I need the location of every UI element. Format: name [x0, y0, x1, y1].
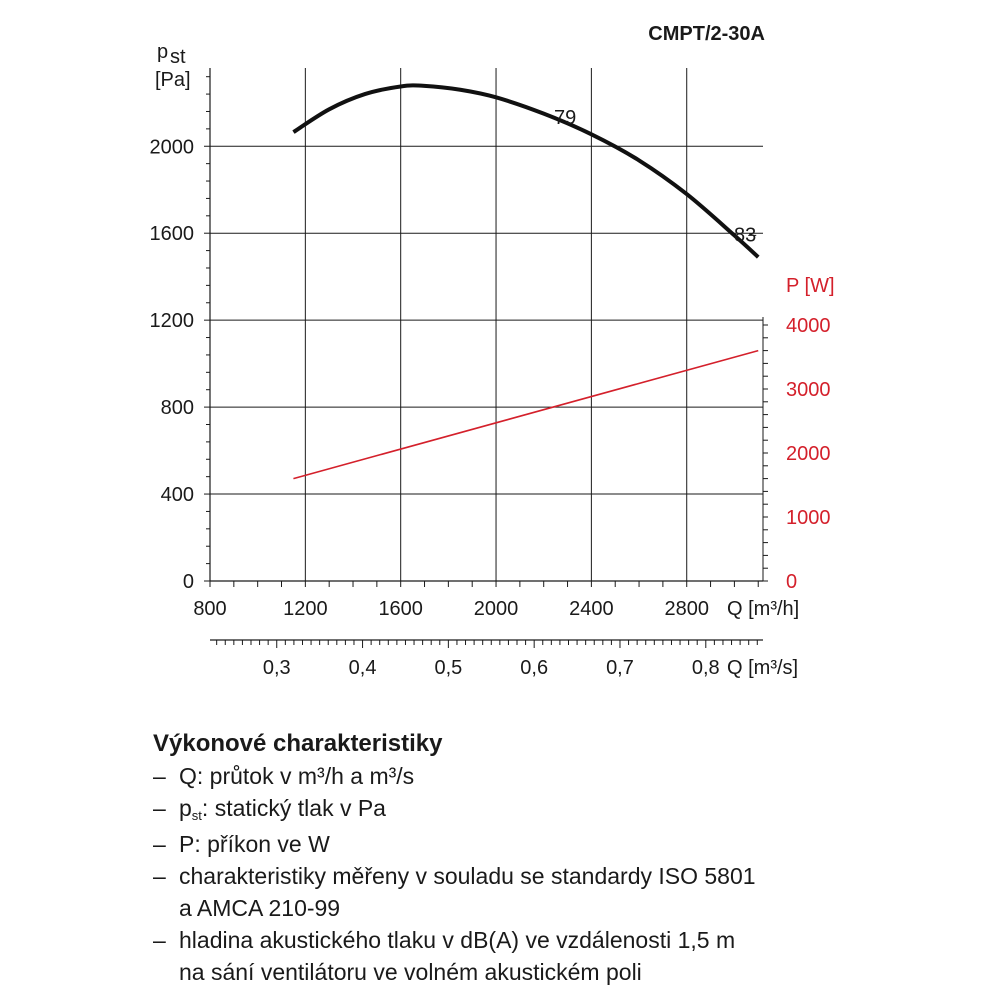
y2-tick-label: 3000	[786, 379, 831, 401]
pst-subscript: st	[191, 808, 202, 823]
x2-axis-label: Q [m³/s]	[727, 657, 798, 679]
dash: –	[153, 927, 166, 953]
note-noise-text: hladina akustického tlaku v dB(A) ve vzd…	[179, 924, 735, 988]
y-axis-label: p	[157, 41, 168, 63]
labels: 0 400 800 1200 1600 2000 800 1200 1600 2000 2400 28…	[150, 23, 835, 679]
x-tick-label: 2400	[569, 598, 614, 620]
dash: –	[153, 863, 166, 889]
y2-tick-label: 4000	[786, 315, 831, 337]
x-tick-label: 1200	[283, 598, 328, 620]
x2-tick-label: 0,4	[349, 657, 377, 679]
performance-chart: 0 400 800 1200 1600 2000 800 1200 1600 2000 2400 28…	[150, 23, 835, 679]
notes-block: Výkonové charakteristiky – Q: průtok v m…	[153, 728, 973, 988]
note-noise: – hladina akustického tlaku v dB(A) ve v…	[153, 924, 973, 988]
note-pst: – pst: statický tlak v Pa	[153, 792, 973, 828]
grid-lines	[210, 68, 763, 581]
y-axis-label-sub: st	[170, 46, 186, 68]
note-pst-text: pst: statický tlak v Pa	[179, 792, 386, 828]
y-axis-unit: [Pa]	[155, 69, 191, 91]
pst-symbol: p	[179, 795, 192, 821]
x2-tick-label: 0,5	[434, 657, 462, 679]
y-tick-label: 1600	[150, 223, 195, 245]
x2-tick-label: 0,3	[263, 657, 291, 679]
y2-axis-label: P [W]	[786, 275, 835, 297]
axes	[204, 68, 768, 648]
x-tick-label: 1600	[378, 598, 423, 620]
x2-tick-label: 0,6	[520, 657, 548, 679]
note-q-text: Q: průtok v m³/h a m³/s	[179, 763, 415, 789]
note-p-text: P: příkon ve W	[179, 831, 330, 857]
note-iso-line2: a AMCA 210-99	[179, 895, 341, 921]
pst-rest: : statický tlak v Pa	[201, 795, 386, 821]
note-noise-line2: na sání ventilátoru ve volném akustickém…	[179, 959, 642, 985]
dash: –	[153, 763, 166, 789]
annotation-label: 79	[554, 107, 576, 129]
x-tick-label: 800	[193, 598, 226, 620]
series-line-p	[293, 349, 759, 480]
note-iso-line1: charakteristiky měřeny v souladu se stan…	[179, 863, 756, 889]
y2-tick-label: 0	[786, 571, 797, 593]
note-noise-line1: hladina akustického tlaku v dB(A) ve vzd…	[179, 927, 736, 953]
note-iso-text: charakteristiky měřeny v souladu se stan…	[179, 860, 756, 924]
x-axis-label: Q [m³/h]	[727, 598, 799, 620]
series	[292, 83, 760, 480]
notes-title: Výkonové charakteristiky	[153, 730, 443, 757]
note-q: – Q: průtok v m³/h a m³/s	[153, 760, 973, 792]
dash: –	[153, 795, 166, 821]
annotation-label: 83	[734, 224, 756, 246]
x-tick-label: 2000	[474, 598, 519, 620]
x2-tick-label: 0,8	[692, 657, 720, 679]
series-line-pst	[292, 83, 760, 259]
y-tick-label: 800	[161, 397, 194, 419]
x-tick-label: 2800	[664, 598, 709, 620]
y2-tick-label: 1000	[786, 507, 831, 529]
y-tick-label: 2000	[150, 136, 195, 158]
x2-tick-label: 0,7	[606, 657, 634, 679]
y2-tick-label: 2000	[786, 443, 831, 465]
y-tick-label: 1200	[150, 310, 195, 332]
chart-title: CMPT/2-30A	[648, 23, 765, 45]
note-p: – P: příkon ve W	[153, 828, 973, 860]
dash: –	[153, 831, 166, 857]
note-iso: – charakteristiky měřeny v souladu se st…	[153, 860, 973, 924]
y-tick-label: 0	[183, 571, 194, 593]
y-tick-label: 400	[161, 484, 194, 506]
